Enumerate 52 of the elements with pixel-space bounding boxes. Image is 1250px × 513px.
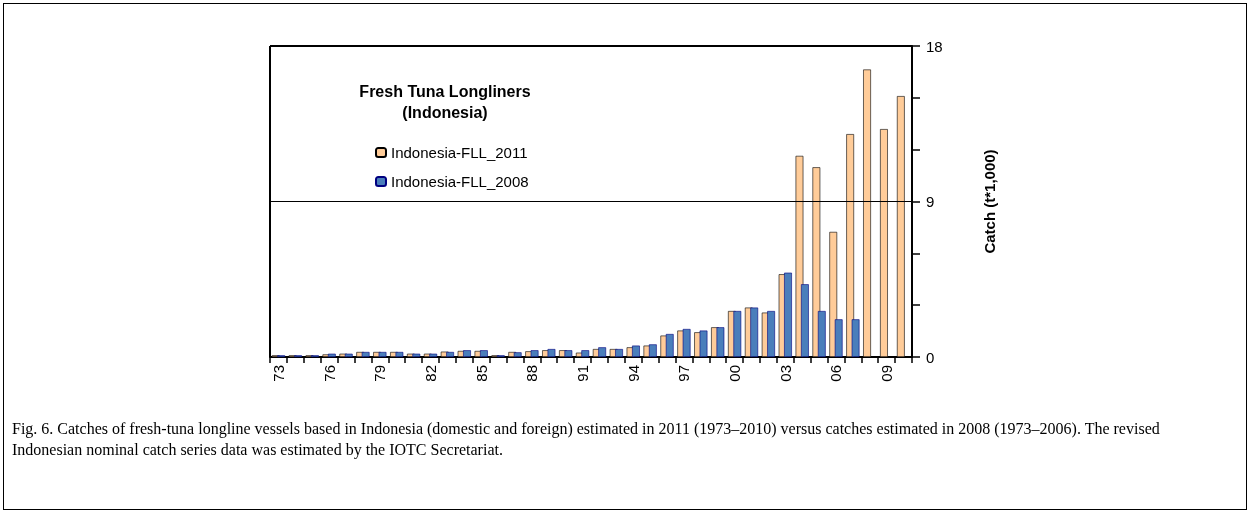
bar — [750, 307, 759, 357]
bar — [834, 319, 843, 357]
legend-label: Indonesia-FLL_2011 — [391, 144, 528, 161]
bar — [665, 334, 674, 357]
x-tick-label: 09 — [878, 365, 896, 382]
bar — [547, 349, 556, 357]
bar — [682, 329, 691, 357]
bar — [429, 353, 438, 357]
bar — [480, 350, 488, 357]
y-tick-label: 9 — [926, 193, 935, 210]
bar — [598, 347, 607, 357]
bar — [784, 272, 792, 357]
x-tick-label: 85 — [472, 365, 490, 382]
bar — [395, 351, 404, 357]
bar — [412, 353, 421, 357]
y-tick-label: 18 — [926, 37, 943, 55]
x-tick-label: 00 — [726, 365, 744, 382]
bar — [463, 350, 471, 357]
x-tick-label: 82 — [422, 365, 439, 382]
legend-label: Indonesia-FLL_2008 — [391, 173, 529, 190]
bar — [699, 330, 708, 357]
x-tick-label: 91 — [574, 365, 592, 382]
x-tick-label: 97 — [675, 365, 693, 382]
bar — [344, 353, 353, 357]
bar — [361, 351, 370, 357]
bar — [648, 344, 657, 357]
bar — [564, 350, 573, 357]
x-tick-label: 73 — [269, 365, 287, 382]
caption: Fig. 6. Catches of fresh-tuna longline vessels based in Indonesia (domestic and foreign) estimated in 2011 (1973–2010) versus catches estimated in 2008 (1973–2006). The revised Indonesian nominal catch series data was estimated by the IOTC Secretariat. — [12, 420, 1164, 459]
bar — [378, 351, 387, 357]
x-tick-label: 76 — [320, 365, 338, 382]
bar — [851, 319, 860, 357]
x-tick-label: 03 — [776, 365, 794, 382]
bar — [817, 311, 826, 357]
y-tick-label: 0 — [926, 348, 935, 366]
bar — [716, 327, 725, 357]
y-axis-title: Catch (t*1,000) — [981, 149, 998, 254]
bar — [327, 353, 336, 357]
x-tick-label: 88 — [523, 365, 541, 382]
bar — [767, 311, 775, 357]
bar — [632, 345, 640, 357]
bar — [581, 350, 590, 357]
text: Fresh Tuna Longliners (Indonesia) — [359, 83, 531, 121]
bar — [801, 284, 809, 357]
bar — [615, 349, 623, 357]
x-tick-label: 79 — [371, 365, 389, 382]
x-tick-label: 06 — [827, 365, 845, 382]
bar — [513, 352, 522, 357]
bar — [446, 351, 454, 357]
bar — [530, 350, 539, 357]
x-tick-label: 94 — [624, 365, 642, 382]
bar — [733, 311, 742, 357]
